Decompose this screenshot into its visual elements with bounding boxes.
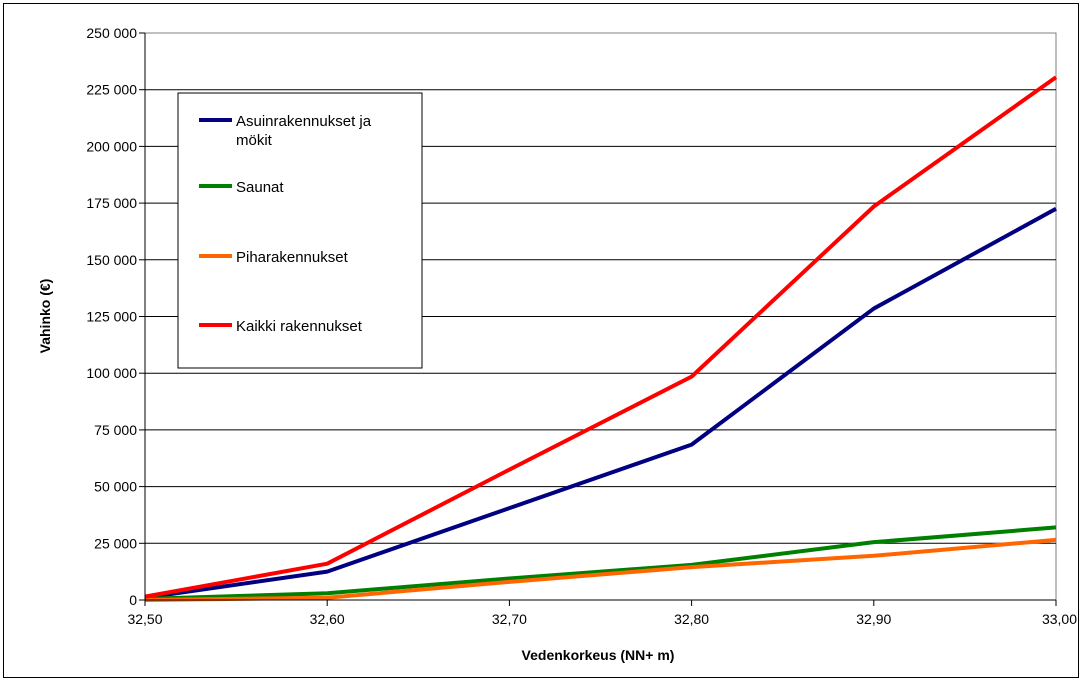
y-tick-label: 150 000 — [86, 252, 137, 268]
y-tick-label: 75 000 — [94, 422, 137, 438]
legend-label: Piharakennukset — [236, 249, 349, 266]
y-tick-label: 200 000 — [86, 138, 137, 154]
x-tick-label: 32,80 — [674, 611, 709, 627]
y-tick-label: 175 000 — [86, 195, 137, 211]
y-tick-label: 50 000 — [94, 479, 137, 495]
axis-layer: 0 25 000 50 000 75 000 100 000 125 000 150 000… — [86, 25, 1077, 627]
series-line — [144, 75, 1058, 599]
x-tick-label: 32,50 — [127, 611, 162, 627]
legend-label: Saunat — [236, 179, 284, 196]
legend-label: Kaikki rakennukset — [236, 318, 363, 335]
x-tick-label: 32,90 — [856, 611, 891, 627]
y-axis-title: Vahinko (€) — [37, 279, 53, 354]
legend-label: Asuinrakennukset ja mökit — [236, 113, 372, 149]
series-line — [144, 207, 1057, 600]
x-tick-label: 33,00 — [1042, 611, 1077, 627]
legend: Asuinrakennukset ja mökit Saunat Piharakenn… — [177, 92, 423, 369]
x-axis-title: Vedenkorkeus (NN+ m) — [522, 647, 675, 663]
x-tick-label: 32,60 — [310, 611, 345, 627]
y-tick-label: 0 — [129, 592, 137, 608]
y-tick-label: 125 000 — [86, 309, 137, 325]
series-layer — [144, 75, 1058, 602]
series-line — [144, 525, 1057, 601]
x-tick-label: 32,70 — [492, 611, 527, 627]
y-tick-label: 25 000 — [94, 535, 137, 551]
y-tick-label: 250 000 — [86, 25, 137, 41]
series-line — [144, 537, 1057, 602]
y-tick-label: 100 000 — [86, 365, 137, 381]
y-tick-label: 225 000 — [86, 82, 137, 98]
legend-box — [177, 92, 423, 369]
